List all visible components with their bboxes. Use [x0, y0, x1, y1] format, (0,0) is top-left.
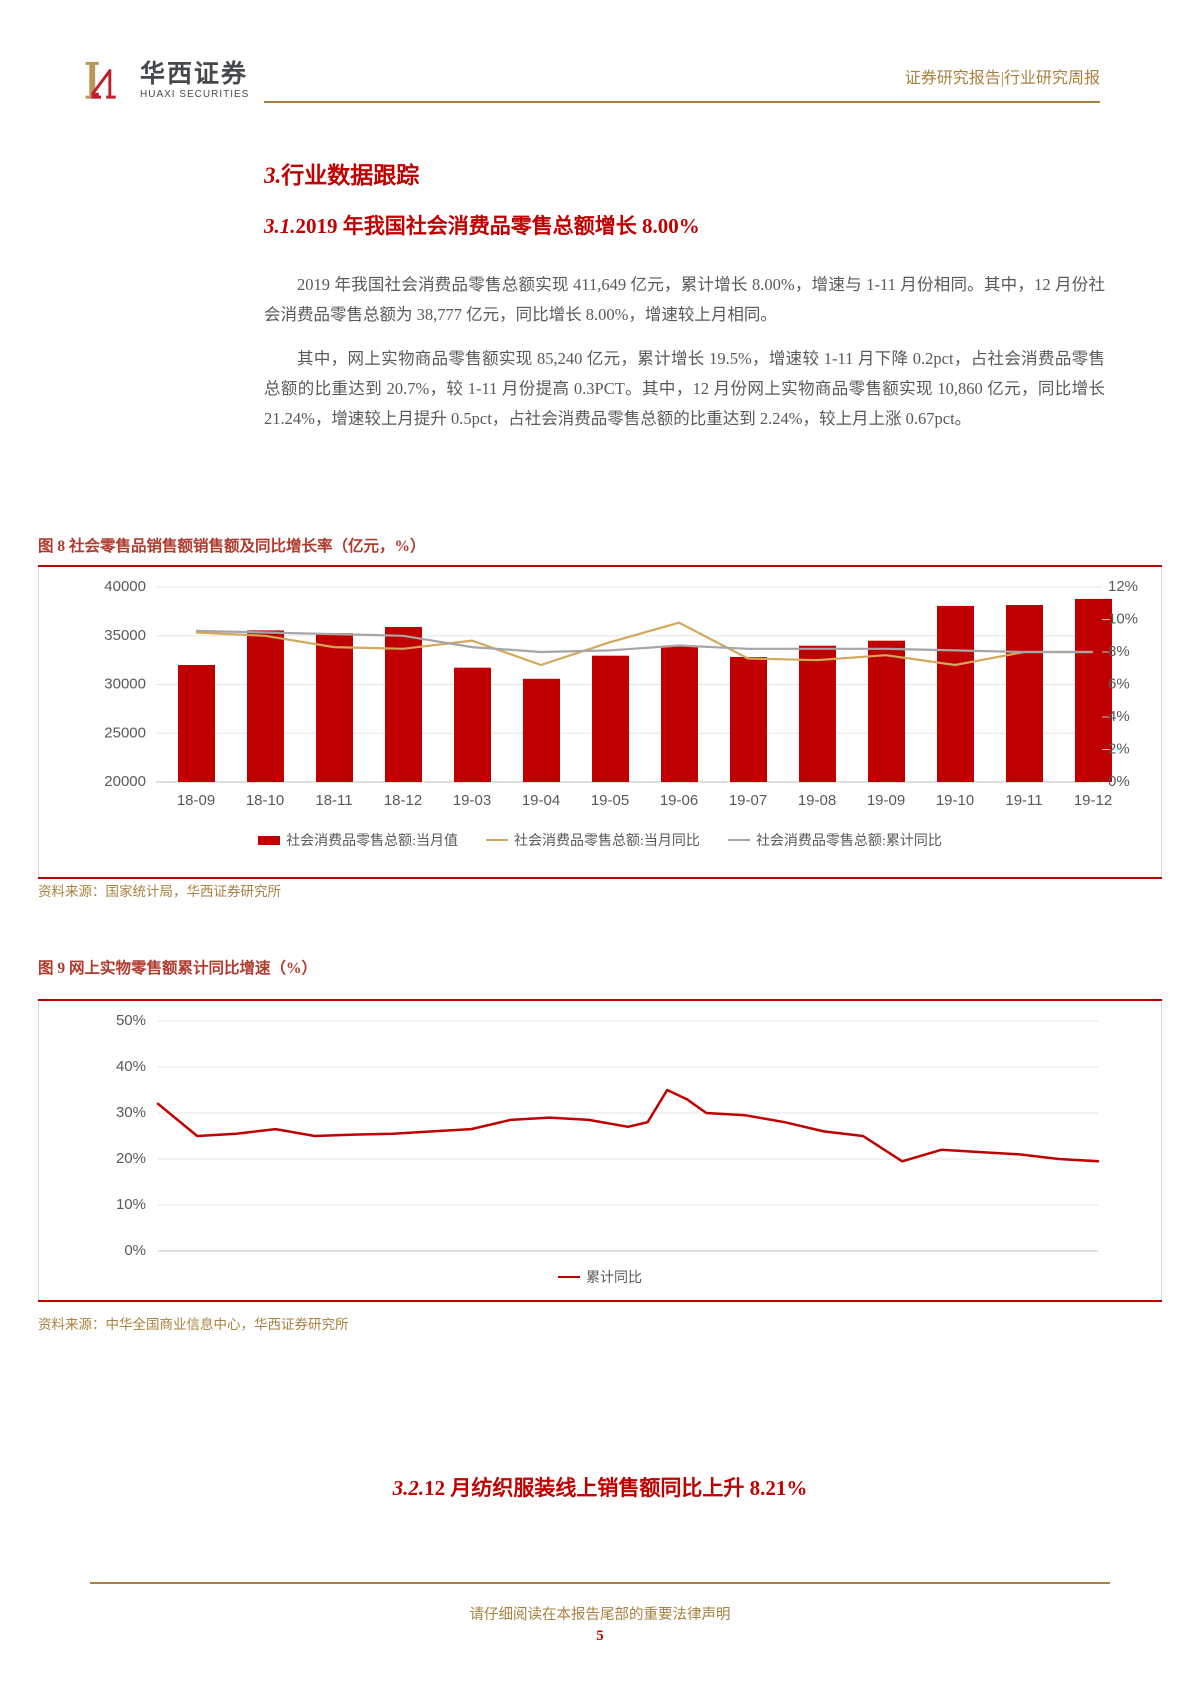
svg-text:20%: 20% — [116, 1150, 146, 1167]
svg-text:2%: 2% — [1108, 741, 1130, 758]
svg-text:19-03: 19-03 — [453, 792, 491, 809]
svg-text:4%: 4% — [1108, 708, 1130, 725]
svg-text:20000: 20000 — [104, 773, 146, 790]
svg-text:19-04: 19-04 — [522, 792, 560, 809]
svg-text:6%: 6% — [1108, 676, 1130, 693]
svg-text:19-09: 19-09 — [867, 792, 905, 809]
svg-text:8%: 8% — [1108, 643, 1130, 660]
svg-text:19-08: 19-08 — [798, 792, 836, 809]
svg-text:12%: 12% — [1108, 578, 1138, 595]
svg-text:40000: 40000 — [104, 578, 146, 595]
svg-text:18-11: 18-11 — [315, 792, 352, 809]
svg-text:19-10: 19-10 — [936, 792, 974, 809]
svg-text:0%: 0% — [1108, 773, 1130, 790]
svg-text:18-10: 18-10 — [246, 792, 284, 809]
svg-text:25000: 25000 — [104, 724, 146, 741]
svg-text:10%: 10% — [116, 1196, 146, 1213]
svg-text:19-05: 19-05 — [591, 792, 629, 809]
svg-text:30000: 30000 — [104, 676, 146, 693]
svg-text:19-06: 19-06 — [660, 792, 698, 809]
svg-text:30%: 30% — [116, 1104, 146, 1121]
svg-text:18-12: 18-12 — [384, 792, 422, 809]
svg-text:10%: 10% — [1108, 611, 1138, 628]
svg-text:18-09: 18-09 — [177, 792, 215, 809]
svg-text:19-11: 19-11 — [1005, 792, 1042, 809]
svg-text:50%: 50% — [116, 1012, 146, 1029]
svg-text:35000: 35000 — [104, 627, 146, 644]
svg-text:0%: 0% — [124, 1242, 146, 1256]
svg-text:19-07: 19-07 — [729, 792, 767, 809]
svg-text:19-12: 19-12 — [1074, 792, 1112, 809]
svg-text:40%: 40% — [116, 1058, 146, 1075]
